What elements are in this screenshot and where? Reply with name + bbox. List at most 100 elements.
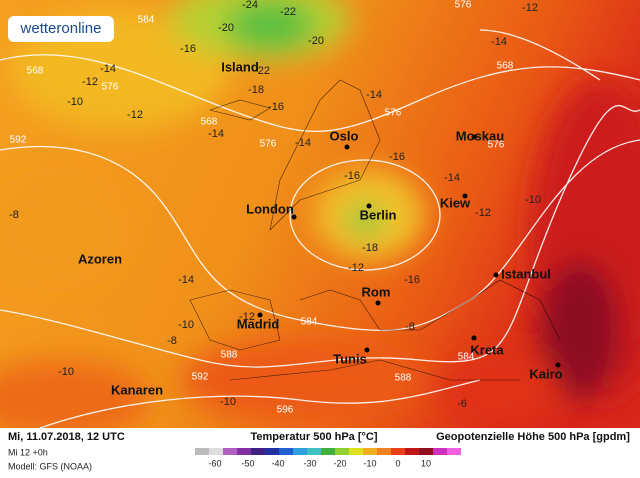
height-contour-label: 592 [192, 372, 209, 383]
city-dot [375, 300, 381, 306]
city-dot [344, 144, 350, 150]
temperature-contour-label: -14 [100, 63, 116, 75]
temperature-contour-label: -12 [127, 109, 143, 121]
height-contour-label: 588 [395, 373, 412, 384]
height-contour-label: 568 [201, 117, 218, 128]
colorbar-swatch [251, 448, 265, 455]
colorbar-swatch [391, 448, 405, 455]
temperature-contour-label: -8 [9, 209, 19, 221]
temperature-contour-label: -12 [239, 311, 255, 323]
colorbar: -60 -50 -40 -30 -20 -10 0 10 [195, 448, 461, 468]
colorbar-tick-label: -60 [208, 458, 221, 468]
temperature-contour-label: -12 [82, 76, 98, 88]
city-label: Istanbul [501, 266, 551, 281]
temperature-contour-label: -18 [248, 84, 264, 96]
temperature-contour-label: -20 [308, 35, 324, 47]
run: Mi 12 +0h [8, 447, 48, 457]
temperature-contour-label: -10 [178, 319, 194, 331]
temperature-contour-label: -18 [362, 242, 378, 254]
footer: Mi, 11.07.2018, 12 UTC Mi 12 +0h Modell:… [0, 428, 640, 478]
city-dot [471, 335, 477, 341]
colorbar-tick-label: -50 [241, 458, 254, 468]
temperature-contour-label: -22 [280, 6, 296, 18]
colorbar-tick-label: -40 [271, 458, 284, 468]
temperature-contour-label: -16 [268, 101, 284, 113]
temperature-contour-label: -6 [457, 398, 467, 410]
temperature-contour-label: -10 [220, 396, 236, 408]
temperature-contour-label: -12 [522, 2, 538, 14]
city-label: Tunis [333, 351, 367, 366]
temperature-contour-label: -8 [167, 335, 177, 347]
temperature-contour-label: -16 [389, 151, 405, 163]
logo-text: wetteronline [20, 20, 102, 37]
city-label: Kairo [529, 366, 562, 381]
height-title: Geopotenzielle Höhe 500 hPa [gpdm] [436, 431, 630, 443]
temperature-contour-label: -14 [491, 36, 507, 48]
map-field [0, 0, 640, 440]
height-contour-label: 584 [458, 352, 475, 363]
colorbar-tick-label: 10 [421, 458, 431, 468]
colorbar-swatch [433, 448, 447, 455]
height-contour-label: 568 [497, 61, 514, 72]
city-label: Moskau [456, 128, 504, 143]
city-dot [493, 272, 499, 278]
temperature-contour-label: -16 [180, 43, 196, 55]
colorbar-swatch [447, 448, 461, 455]
colorbar-swatch [321, 448, 335, 455]
city-label: London [246, 201, 294, 216]
colorbar-swatch [419, 448, 433, 455]
city-label: Rom [362, 284, 391, 299]
height-contour-label: 576 [102, 82, 119, 93]
city-label: Berlin [360, 207, 397, 222]
temperature-contour-label: -24 [242, 0, 258, 11]
city-label: Madrid [237, 316, 280, 331]
logo: wetteronline [8, 16, 114, 42]
city-label: Kiew [440, 195, 471, 210]
city-dot [471, 134, 477, 140]
temperature-contour-label: -16 [344, 170, 360, 182]
colorbar-tick-label: 0 [395, 458, 400, 468]
temperature-contour-label: -14 [178, 274, 194, 286]
colorbar-swatch [223, 448, 237, 455]
date: Mi, 11.07.2018, 12 UTC [8, 431, 125, 443]
labels: Island Oslo Moskau London Berlin Kiew Azoren Is… [9, 0, 563, 416]
colorbar-swatch [349, 448, 363, 455]
height-contour-label: 584 [301, 317, 318, 328]
height-contour-label: 596 [277, 405, 294, 416]
temperature-contour-label: -10 [67, 96, 83, 108]
height-contour-label: 568 [27, 66, 44, 77]
temperature-contour-label: -14 [208, 128, 224, 140]
temperature-contour-label: -14 [444, 172, 460, 184]
city-label: Azoren [78, 251, 122, 266]
colorbar-swatch [195, 448, 209, 455]
temperature-contour-label: -22 [254, 65, 270, 77]
height-contour-label: 592 [10, 135, 27, 146]
colorbar-swatch [209, 448, 223, 455]
temperature-contour-label: -20 [218, 22, 234, 34]
colorbar-swatch [237, 448, 251, 455]
city-label: Oslo [330, 128, 359, 143]
temperature-contour-label: -10 [58, 366, 74, 378]
colorbar-tick-label: -10 [363, 458, 376, 468]
city-dot [291, 214, 297, 220]
model: Modell: GFS (NOAA) [8, 461, 92, 471]
temperature-contour-label: -14 [295, 137, 311, 149]
temperature-contour-label: -12 [475, 207, 491, 219]
height-contour-label: 588 [221, 350, 238, 361]
city-dot [257, 312, 263, 318]
colorbar-swatch [363, 448, 377, 455]
temperature-contour-label: -14 [366, 89, 382, 101]
colorbar-swatch [265, 448, 279, 455]
temperature-contour-label: -16 [404, 274, 420, 286]
temperature-contour-label: -8 [405, 321, 415, 333]
colorbar-swatch [307, 448, 321, 455]
colorbar-tick-label: -30 [303, 458, 316, 468]
height-contour-label: 576 [488, 140, 505, 151]
colorbar-swatch [293, 448, 307, 455]
height-contour-label: 576 [455, 0, 472, 11]
city-dot [364, 347, 370, 353]
colorbar-swatch [405, 448, 419, 455]
height-contour-label: 584 [138, 15, 155, 26]
colorbar-swatch [279, 448, 293, 455]
